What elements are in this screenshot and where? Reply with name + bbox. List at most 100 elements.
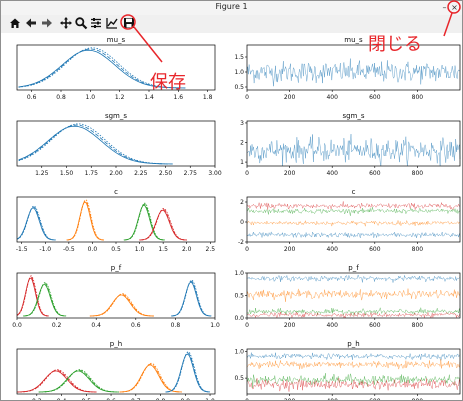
panel-p-h-trace-series-2-trace bbox=[246, 373, 461, 388]
zoom-icon[interactable] bbox=[74, 16, 88, 30]
panel-sgm-s-density-series-0-chain-2 bbox=[18, 123, 173, 165]
panel-p-h-trace-ytick-label-1: 1.0 bbox=[234, 349, 244, 356]
panel-c-density-xtick-label-4: 0.5 bbox=[111, 246, 121, 253]
panel-c-trace-series-0-trace bbox=[246, 201, 461, 210]
panel-p-f-density-series-2-chain-1 bbox=[89, 293, 154, 317]
panel-sgm-s-trace-xtick-label-4: 800 bbox=[412, 170, 424, 177]
close-button[interactable]: × bbox=[451, 3, 458, 12]
panel-p-f-trace-ytick-label-0: 0.0 bbox=[234, 315, 244, 322]
panel-mu-s-density-frame bbox=[16, 44, 216, 91]
panel-p-f-density-series-3-chain-1 bbox=[171, 280, 212, 317]
panel-mu-s-trace-xtick-label-2: 400 bbox=[326, 94, 338, 101]
panel-c-density-series-3-chain-0 bbox=[139, 209, 187, 241]
panel-p-f-density-series-2-chain-2 bbox=[89, 293, 155, 317]
panel-mu-s-density-title: mu_s bbox=[107, 36, 126, 44]
window-title: Figure 1 bbox=[215, 2, 248, 11]
panel-mu-s-density-series-0-chain-2 bbox=[18, 47, 186, 89]
panel-p-f-density-series-2-chain-0 bbox=[89, 294, 154, 317]
panel-c-trace-xtick-label-4: 800 bbox=[412, 246, 424, 253]
panel-c-trace-xtick-label-2: 400 bbox=[326, 246, 338, 253]
panel-p-f-trace-xtick-label-0: 0 bbox=[245, 322, 249, 329]
panel-p-f-density-series-1-chain-0 bbox=[23, 284, 67, 317]
panel-p-f-density-series-3-chain-0 bbox=[171, 281, 212, 317]
panel-c-trace-ytick-label-0: -2 bbox=[238, 239, 244, 246]
panel-sgm-s-density-xtick-label-0: 1.25 bbox=[35, 170, 49, 177]
title-bar: Figure 1 – × bbox=[1, 1, 462, 15]
panel-p-f-density-series-3-chain-2 bbox=[171, 279, 212, 317]
trace-plot-grid: mu_s0.6 0.8 1.0 1.2 1.4 1.6 1.8mu_s0.51.01.50 2… bbox=[12, 36, 461, 400]
panel-p-h-density-xtick-label-6: 0.9 bbox=[181, 398, 191, 400]
panel-p-h-density-series-2-chain-1 bbox=[119, 363, 182, 393]
panel-p-h-trace-ytick-label-0: 0.5 bbox=[234, 375, 244, 382]
panel-p-h-trace-xtick-label-2: 400 bbox=[326, 398, 338, 400]
panel-p-h-trace-title: p_h bbox=[347, 340, 359, 348]
panel-p-h-density-series-2-chain-2 bbox=[119, 362, 182, 393]
panel-p-h-density-series-2-chain-0 bbox=[119, 364, 182, 393]
panel-sgm-s-trace-xtick-label-1: 200 bbox=[284, 170, 296, 177]
panel-mu-s-trace-series-0-trace bbox=[246, 58, 460, 87]
panel-c-density-xtick-label-0: -1.5 bbox=[16, 246, 28, 253]
back-arrow-icon[interactable] bbox=[24, 16, 38, 30]
panel-mu-s-density-series-0-chain-0 bbox=[18, 49, 186, 89]
panel-p-f-trace-series-1-trace bbox=[246, 288, 461, 302]
panel-c-density-series-1-chain-0 bbox=[66, 201, 105, 241]
panel-c-density-xtick-label-6: 1.5 bbox=[158, 246, 168, 253]
panel-p-h-density-frame bbox=[16, 348, 216, 395]
panel-c-density-series-0-chain-0 bbox=[17, 207, 56, 241]
panel-sgm-s-density-title: sgm_s bbox=[105, 112, 127, 120]
panel-c-trace-series-3-trace bbox=[246, 231, 461, 239]
panel-p-f-density-series-1-chain-1 bbox=[23, 283, 67, 317]
panel-p-f-trace-title: p_f bbox=[348, 264, 359, 272]
panel-p-h-density-xtick-label-4: 0.7 bbox=[131, 398, 141, 400]
navigation-toolbar bbox=[1, 15, 462, 33]
panel-p-h-density-xtick-label-0: 0.3 bbox=[32, 398, 42, 400]
panel-mu-s-density-xtick-label-1: 0.8 bbox=[56, 94, 66, 101]
save-icon[interactable] bbox=[122, 16, 136, 30]
panel-c-trace-xtick-label-3: 600 bbox=[369, 246, 381, 253]
panel-sgm-s-trace-xtick-label-2: 400 bbox=[326, 170, 338, 177]
panel-p-f-density-xtick-label-0: 0.0 bbox=[12, 322, 22, 329]
panel-sgm-s-density-xtick-label-3: 2.00 bbox=[109, 170, 123, 177]
panel-p-f-trace-ytick-label-1: 0.5 bbox=[234, 293, 244, 300]
panel-sgm-s-trace-xtick-label-0: 0 bbox=[245, 170, 249, 177]
panel-mu-s-density-xtick-label-0: 0.6 bbox=[27, 94, 37, 101]
panel-c-density-xtick-label-7: 2.0 bbox=[182, 246, 192, 253]
panel-mu-s-trace-title: mu_s bbox=[344, 36, 363, 44]
edit-axes-icon[interactable] bbox=[105, 16, 119, 30]
panel-c-trace-frame bbox=[246, 196, 461, 243]
panel-c-density-xtick-label-8: 2.5 bbox=[206, 246, 216, 253]
panel-mu-s-density-xtick-label-3: 1.2 bbox=[115, 94, 125, 101]
panel-p-f-trace-ytick-label-2: 1.0 bbox=[234, 270, 244, 277]
panel-sgm-s-density-xtick-label-1: 1.50 bbox=[60, 170, 74, 177]
panel-p-f-trace-series-0-trace bbox=[246, 274, 461, 283]
panel-p-h-density-series-3-chain-0 bbox=[165, 353, 211, 393]
panel-c-density-series-3-chain-1 bbox=[139, 208, 187, 241]
panel-sgm-s-trace-frame bbox=[246, 120, 461, 167]
panel-p-f-density-title: p_f bbox=[111, 264, 122, 272]
panel-p-h-density-title: p_h bbox=[110, 340, 122, 348]
panel-sgm-s-density-xtick-label-5: 2.50 bbox=[159, 170, 173, 177]
panel-p-h-trace-xtick-label-1: 200 bbox=[284, 398, 296, 400]
panel-c-density-title: c bbox=[114, 188, 118, 196]
panel-c-density-xtick-label-1: -1.0 bbox=[39, 246, 51, 253]
configure-subplots-icon[interactable] bbox=[89, 16, 103, 30]
forward-arrow-icon[interactable] bbox=[40, 16, 54, 30]
panel-p-h-trace-xtick-label-3: 600 bbox=[369, 398, 381, 400]
panel-p-f-density-series-0-chain-2 bbox=[16, 275, 49, 317]
panel-c-density-series-2-chain-2 bbox=[123, 202, 165, 241]
home-icon[interactable] bbox=[8, 16, 22, 30]
panel-p-h-density-xtick-label-3: 0.6 bbox=[106, 398, 116, 400]
panel-p-h-trace-series-1-trace bbox=[246, 359, 461, 370]
panel-c-density-series-3-chain-2 bbox=[139, 207, 187, 241]
pan-icon[interactable] bbox=[59, 16, 73, 30]
panel-p-h-density-series-3-chain-1 bbox=[165, 352, 210, 393]
panel-c-trace-xtick-label-1: 200 bbox=[284, 246, 296, 253]
minimize-button[interactable]: – bbox=[442, 3, 447, 12]
panel-p-h-density-series-1-chain-2 bbox=[38, 369, 120, 393]
panel-mu-s-trace-xtick-label-3: 600 bbox=[369, 94, 381, 101]
panel-p-h-density-series-3-chain-2 bbox=[165, 351, 210, 393]
panel-p-f-trace-xtick-label-4: 800 bbox=[412, 322, 424, 329]
panel-mu-s-trace-xtick-label-0: 0 bbox=[245, 94, 249, 101]
panel-mu-s-trace-ytick-label-0: 0.5 bbox=[234, 84, 244, 91]
